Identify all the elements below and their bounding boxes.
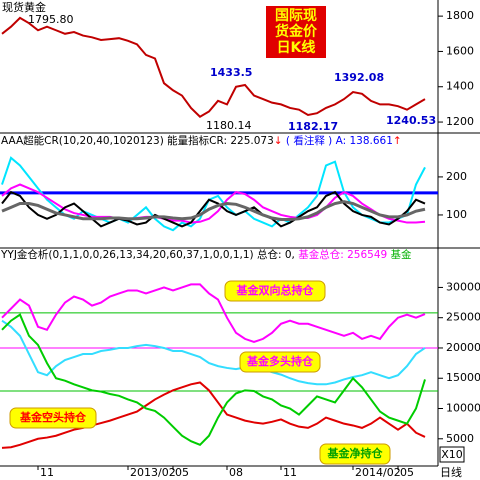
header-part: ↑ xyxy=(393,135,402,147)
y-tick-label: 100 xyxy=(446,208,467,221)
period-label: 日线 xyxy=(440,465,462,479)
y-tick-label: 1800 xyxy=(446,9,474,22)
header-part: ( 看注释 ) A: 138.661 xyxy=(283,134,393,147)
series-line xyxy=(1,313,426,447)
scale-button-box[interactable] xyxy=(439,446,465,463)
y-tick-label: 1400 xyxy=(446,80,474,93)
series-line xyxy=(1,190,426,228)
header-part: 基金 xyxy=(387,248,412,261)
chart-label: 国际现 xyxy=(275,8,317,24)
label-box xyxy=(224,280,326,302)
header-part: YYJ金仓析(0,1,1,0,0,26,13,34,20,60,37,1,0,0… xyxy=(0,248,254,261)
series-line xyxy=(1,381,426,449)
y-tick-label: 200 xyxy=(446,170,467,183)
y-tick-label: 15000 xyxy=(446,371,480,384)
label-box xyxy=(319,443,391,465)
y-tick-label: 1200 xyxy=(446,115,474,128)
y-tick-label: 10000 xyxy=(446,402,480,415)
header-part: 基金总仓: 256549 xyxy=(295,248,387,261)
x-tick-label: 2014/02 xyxy=(355,466,401,479)
series-label: 基金净持仓 xyxy=(327,446,384,460)
x-tick-label: 11 xyxy=(283,466,297,479)
annotation: 1182.17 xyxy=(288,120,338,133)
series-label: 基金空头持仓 xyxy=(19,410,87,424)
annotation: 1795.80 xyxy=(28,13,74,26)
y-tick-label: 30000 xyxy=(446,280,480,293)
series-line xyxy=(1,156,426,232)
header-part: 能量指标CR: 225.073 xyxy=(164,134,274,147)
annotation: 1180.14 xyxy=(206,119,252,132)
header-part: 总仓: 0, xyxy=(254,248,295,261)
panel-header: YYJ金仓析(0,1,1,0,0,26,13,34,20,60,37,1,0,0… xyxy=(0,248,412,261)
y-tick-label: 20000 xyxy=(446,341,480,354)
label-box xyxy=(266,6,326,58)
series-line xyxy=(1,16,426,119)
x-tick-label: 2013/02 xyxy=(130,466,176,479)
chart-label: 日K线 xyxy=(277,39,316,56)
panel-header: AAA超能CR(10,20,40,1020123) 能量指标CR: 225.07… xyxy=(1,134,402,147)
series-line xyxy=(1,319,426,386)
series-line xyxy=(1,200,426,222)
chart-label: 货金价 xyxy=(274,23,318,40)
annotation: 1392.08 xyxy=(334,71,384,84)
x-tick-label: 08 xyxy=(229,466,243,479)
series-line xyxy=(1,183,426,224)
y-tick-label: 5000 xyxy=(446,432,474,445)
series-label: 基金双向总持仓 xyxy=(236,283,315,297)
x-tick-label: 05 xyxy=(175,466,189,479)
scale-button[interactable]: X10 xyxy=(441,448,463,461)
label-box xyxy=(9,407,97,429)
series-label: 基金多头持仓 xyxy=(246,354,314,368)
annotation: 1240.53 xyxy=(386,114,436,127)
x-tick-label: 05 xyxy=(400,466,414,479)
annotation: 1433.5 xyxy=(210,66,252,79)
y-tick-label: 1600 xyxy=(446,44,474,57)
label-box xyxy=(239,351,321,373)
header-part: AAA超能CR(10,20,40,1020123) xyxy=(1,134,164,147)
series-line xyxy=(1,283,426,343)
header-part: ↓ xyxy=(274,135,283,147)
x-tick-label: 11 xyxy=(40,466,54,479)
chart-title: 现货黄金 xyxy=(2,0,46,14)
y-tick-label: 25000 xyxy=(446,311,480,324)
